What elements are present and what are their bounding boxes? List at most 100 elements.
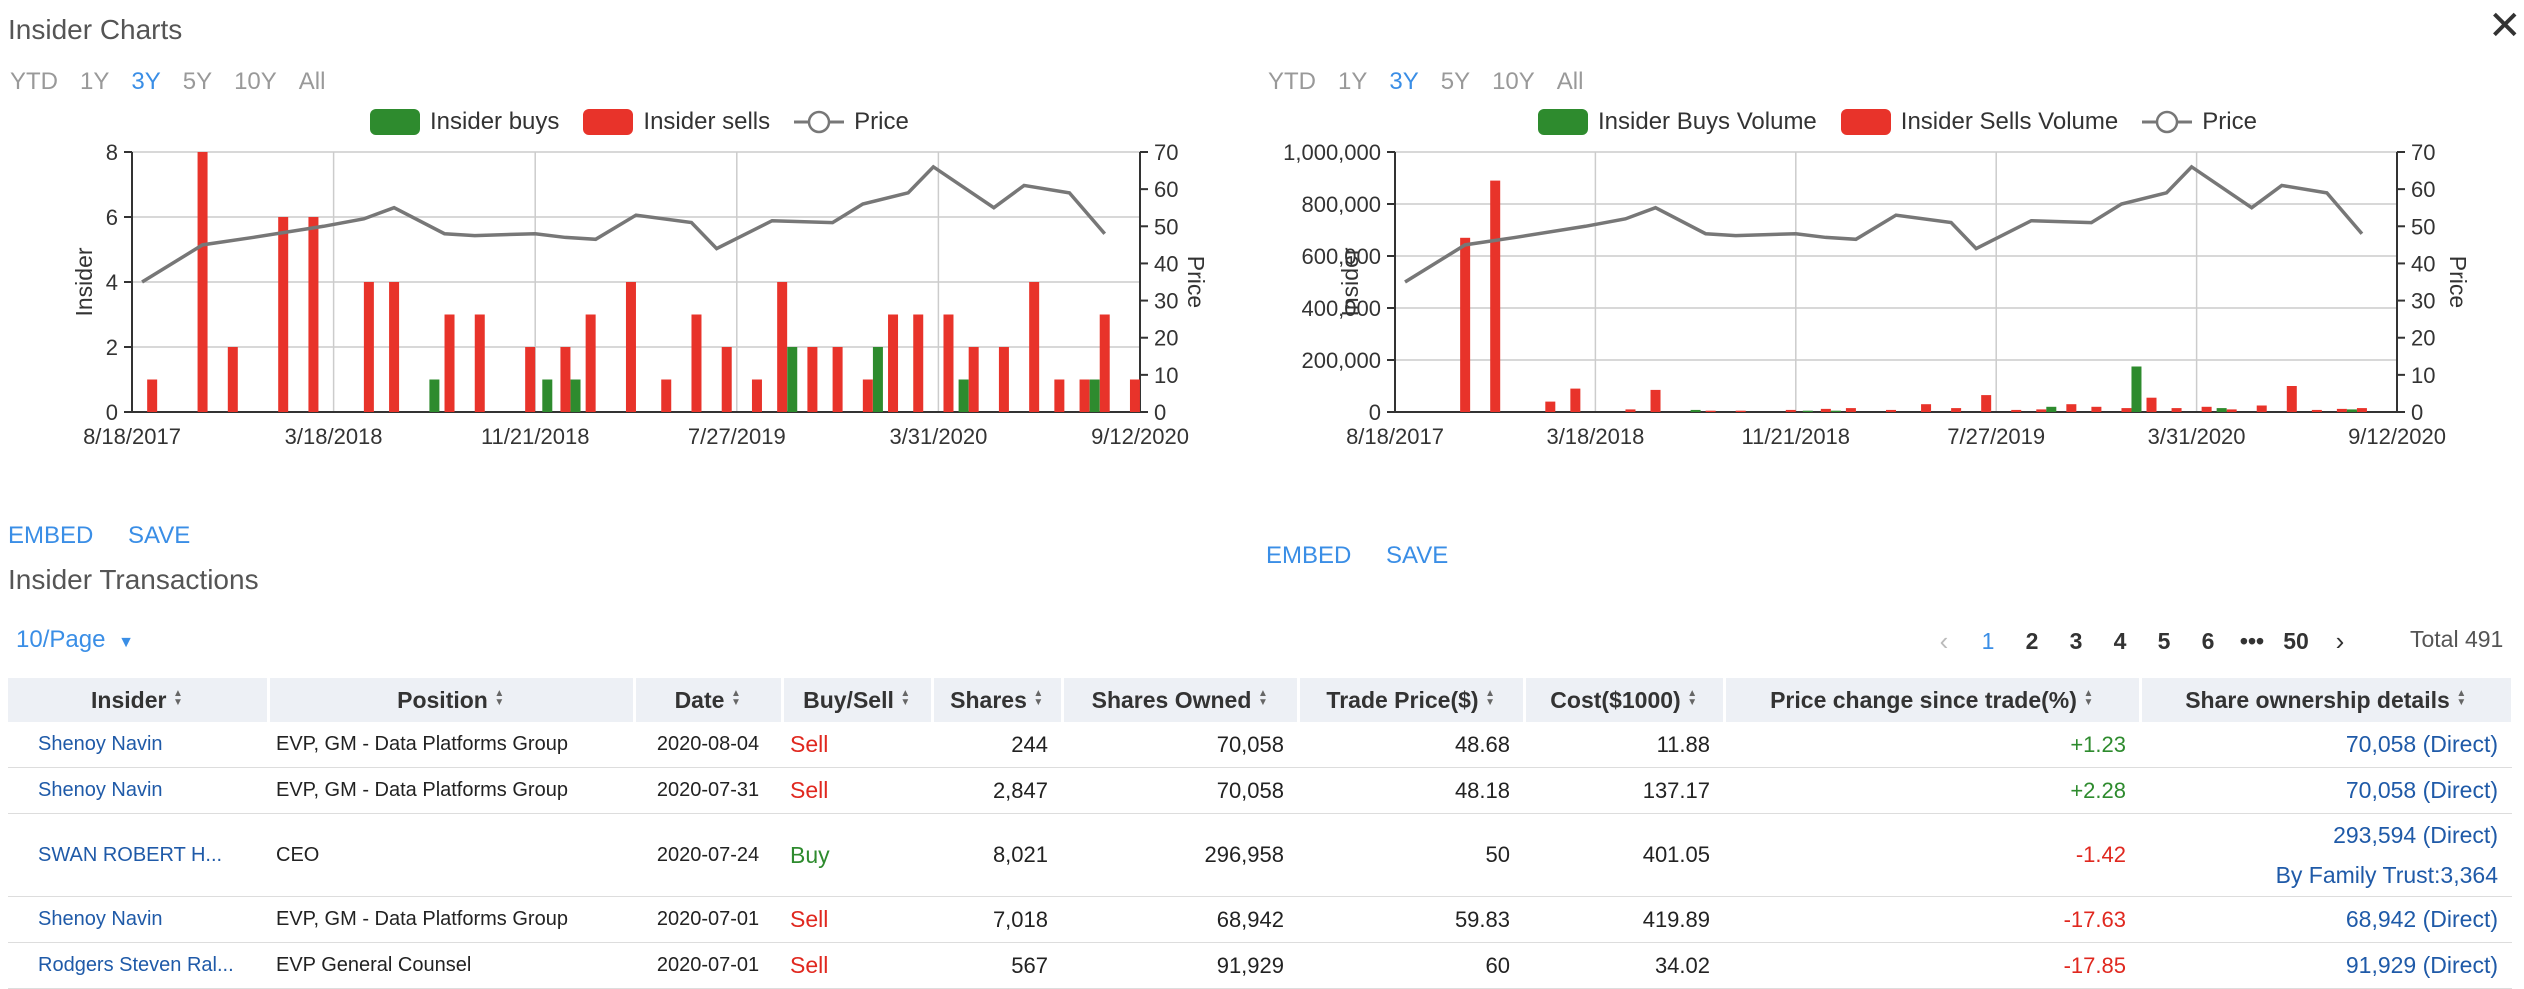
bar-insider-sells-volume[interactable] (1785, 409, 1796, 412)
bar-insider-sells-volume[interactable] (2201, 406, 2212, 412)
bar-insider-sells[interactable] (1079, 379, 1090, 413)
bar-insider-sells[interactable] (751, 379, 762, 413)
bar-insider-sells-volume[interactable] (1981, 395, 1992, 412)
bar-insider-sells-volume[interactable] (1845, 408, 1856, 412)
bar-insider-sells[interactable] (998, 347, 1009, 412)
bar-insider-sells-volume[interactable] (2336, 408, 2347, 412)
sort-icon[interactable]: ▲▼ (2455, 687, 2467, 706)
bar-insider-sells-volume[interactable] (2146, 397, 2157, 412)
bar-insider-buys[interactable] (1089, 379, 1100, 413)
bar-insider-sells-volume[interactable] (1625, 409, 1636, 412)
bar-insider-sells[interactable] (625, 282, 636, 412)
embed-button-left[interactable]: EMBED (8, 522, 94, 549)
bar-insider-sells[interactable] (943, 314, 954, 413)
insider-name-link[interactable]: Rodgers Steven Ral... (8, 942, 268, 989)
bar-insider-buys-volume[interactable] (2046, 406, 2057, 412)
insider-name-link[interactable]: Shenoy Navin (8, 767, 268, 814)
page-1[interactable]: 1 (1981, 628, 1995, 654)
legend-sells-volume-label[interactable]: Insider Sells Volume (1900, 108, 2119, 135)
bar-insider-buys-volume[interactable] (2216, 408, 2227, 412)
bar-insider-buys[interactable] (542, 379, 553, 413)
insider-name-link[interactable]: Shenoy Navin (8, 722, 268, 768)
column-header-shares[interactable]: Shares ▲▼ (932, 678, 1064, 722)
sort-icon[interactable]: ▲▼ (899, 687, 911, 706)
bar-insider-sells[interactable] (913, 314, 924, 413)
insider-name-link[interactable]: Shenoy Navin (8, 896, 268, 943)
more-pages-icon[interactable]: ••• (2239, 628, 2265, 654)
bar-insider-buys[interactable] (429, 379, 440, 413)
bar-insider-sells-volume[interactable] (2091, 406, 2102, 412)
legend-sells-label[interactable]: Insider sells (643, 108, 771, 135)
save-button-left[interactable]: SAVE (128, 522, 191, 549)
bar-insider-sells[interactable] (721, 347, 732, 412)
column-header-position[interactable]: Position ▲▼ (268, 678, 636, 722)
bar-insider-sells[interactable] (197, 152, 208, 412)
next-page-icon[interactable]: › (2335, 626, 2345, 656)
range-option-1y[interactable]: 1Y (80, 68, 110, 95)
price-line[interactable] (1404, 164, 2364, 284)
range-option-all[interactable]: All (1556, 68, 1584, 95)
sort-icon[interactable]: ▲▼ (1484, 687, 1496, 706)
bar-insider-sells[interactable] (862, 379, 873, 413)
bar-insider-sells-volume[interactable] (2286, 386, 2297, 412)
range-option-3y[interactable]: 3Y (1389, 68, 1419, 95)
column-header-shares-owned[interactable]: Shares Owned ▲▼ (1062, 678, 1300, 722)
range-option-10y[interactable]: 10Y (1492, 68, 1535, 95)
range-option-all[interactable]: All (298, 68, 326, 95)
bar-insider-buys[interactable] (570, 379, 581, 413)
bar-insider-sells[interactable] (807, 347, 818, 412)
sort-icon[interactable]: ▲▼ (1257, 687, 1269, 706)
bar-insider-sells[interactable] (1029, 282, 1040, 412)
legend-price-label[interactable]: Price (2202, 108, 2257, 135)
page-4[interactable]: 4 (2113, 628, 2127, 654)
sort-icon[interactable]: ▲▼ (1032, 687, 1044, 706)
page-2[interactable]: 2 (2025, 628, 2039, 654)
bar-insider-sells[interactable] (147, 379, 158, 413)
column-header-date[interactable]: Date ▲▼ (634, 678, 784, 722)
legend-buys-volume-label[interactable]: Insider Buys Volume (1598, 108, 1817, 135)
bar-insider-sells-volume[interactable] (1570, 388, 1581, 412)
bar-insider-sells-volume[interactable] (2011, 409, 2022, 412)
sort-icon[interactable]: ▲▼ (493, 687, 505, 706)
range-option-3y[interactable]: 3Y (131, 68, 161, 95)
bar-insider-sells-volume[interactable] (2311, 409, 2322, 412)
bar-insider-sells-volume[interactable] (1705, 410, 1716, 412)
bar-insider-sells[interactable] (278, 217, 289, 412)
price-line[interactable] (141, 164, 1107, 284)
bar-insider-sells[interactable] (691, 314, 702, 413)
range-option-ytd[interactable]: YTD (10, 68, 58, 95)
column-header-buy-sell[interactable]: Buy/Sell ▲▼ (782, 678, 934, 722)
column-header-cost-1000[interactable]: Cost($1000) ▲▼ (1524, 678, 1726, 722)
bar-insider-sells[interactable] (1129, 379, 1140, 413)
prev-page-icon[interactable]: ‹ (1939, 626, 1949, 656)
bar-insider-sells[interactable] (1099, 314, 1110, 413)
save-button-right[interactable]: SAVE (1386, 542, 1449, 569)
close-icon[interactable]: ✕ (2488, 4, 2522, 48)
bar-insider-sells-volume[interactable] (2226, 409, 2237, 412)
bar-insider-sells[interactable] (968, 347, 979, 412)
bar-insider-sells-volume[interactable] (1650, 389, 1661, 412)
bar-insider-buys-volume[interactable] (2131, 366, 2142, 413)
bar-insider-sells-volume[interactable] (1735, 410, 1746, 412)
bar-insider-buys-volume[interactable] (1690, 409, 1701, 412)
sort-icon[interactable]: ▲▼ (730, 687, 742, 706)
range-option-ytd[interactable]: YTD (1268, 68, 1316, 95)
column-header-insider[interactable]: Insider ▲▼ (8, 678, 270, 722)
bar-insider-sells-volume[interactable] (1545, 401, 1556, 412)
bar-insider-sells[interactable] (363, 282, 374, 412)
bar-insider-sells[interactable] (308, 217, 319, 412)
range-option-10y[interactable]: 10Y (234, 68, 277, 95)
bar-insider-sells-volume[interactable] (1490, 180, 1501, 412)
sort-icon[interactable]: ▲▼ (2082, 687, 2094, 706)
legend-price-label[interactable]: Price (854, 108, 909, 135)
bar-insider-sells[interactable] (1054, 379, 1065, 413)
bar-insider-sells[interactable] (560, 347, 571, 412)
insider-name-link[interactable]: SWAN ROBERT H... (8, 813, 268, 897)
ownership-detail-link[interactable]: 91,929 (Direct) (2345, 952, 2498, 978)
bar-insider-sells-volume[interactable] (1460, 237, 1471, 412)
bar-insider-sells[interactable] (444, 314, 455, 413)
ownership-detail-link[interactable]: 68,942 (Direct) (2345, 906, 2498, 932)
page-5[interactable]: 5 (2157, 628, 2171, 654)
bar-insider-sells[interactable] (888, 314, 899, 413)
bar-insider-sells[interactable] (661, 379, 672, 413)
